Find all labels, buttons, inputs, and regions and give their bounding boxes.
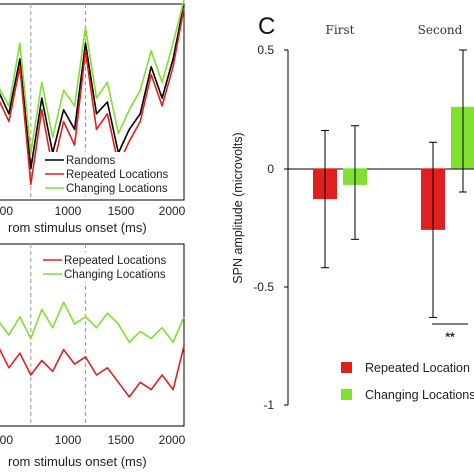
top-left-line-panel: Randoms Repeated Locations Changing Loca… — [0, 0, 186, 235]
legend-label-changing: Changing Locations — [64, 269, 166, 281]
legend-label-repeated: Repeated Location — [365, 361, 470, 375]
series-line-repeated-locations — [0, 345, 185, 398]
x-tick-label: 500 — [0, 433, 13, 447]
x-tick-label: 1500 — [108, 433, 135, 447]
top-left-x-ticks: 500 1000 1500 2000 — [0, 204, 186, 218]
legend-label-changing: Changing Locations — [365, 388, 474, 402]
bottom-left-x-axis-label: rom stimulus onset (ms) — [8, 454, 147, 469]
legend-swatch-repeated — [341, 362, 352, 373]
bottom-left-line-panel: Repeated Locations Changing Locations 50… — [0, 243, 186, 469]
top-left-x-axis-label: rom stimulus onset (ms) — [8, 220, 147, 235]
panel-c-legend: Repeated Location Changing Locations — [341, 361, 474, 402]
y-tick-label: 0 — [267, 162, 274, 176]
bottom-left-legend: Repeated Locations Changing Locations — [40, 252, 182, 282]
group-label-first: First — [326, 23, 355, 37]
legend-label-repeated: Repeated Locations — [66, 169, 169, 181]
legend-swatch-changing — [341, 389, 352, 400]
series-line-randoms — [0, 3, 185, 170]
x-tick-label: 2000 — [159, 204, 186, 218]
legend-label-randoms: Randoms — [66, 155, 115, 167]
x-tick-label: 1000 — [55, 204, 82, 218]
bottom-left-plot-frame — [0, 243, 185, 427]
bottom-left-x-ticks: 500 1000 1500 2000 — [0, 433, 186, 447]
bottom-left-legend-box — [40, 252, 182, 282]
panel-c-bar-chart: C First Second SPN amplitude (microvolts… — [231, 13, 474, 412]
y-tick-label: 0.5 — [257, 43, 274, 57]
y-tick-label: -0.5 — [253, 280, 274, 294]
y-tick-label: -1 — [263, 398, 274, 412]
group-label-second: Second — [418, 23, 463, 37]
panel-letter-c: C — [258, 13, 275, 40]
panel-c-bars — [313, 49, 474, 318]
legend-label-repeated: Repeated Locations — [64, 255, 167, 267]
panel-c-y-axis-label: SPN amplitude (microvolts) — [231, 132, 245, 283]
x-tick-label: 1000 — [55, 433, 82, 447]
panel-c-y-ticks: 0.5 0 -0.5 -1 — [253, 43, 288, 412]
x-tick-label: 2000 — [159, 433, 186, 447]
top-left-plot-frame — [0, 3, 185, 201]
bottom-left-series — [0, 301, 185, 398]
top-left-legend: Randoms Repeated Locations Changing Loca… — [40, 152, 182, 196]
significance-stars: ** — [445, 330, 455, 344]
legend-label-changing: Changing Locations — [66, 183, 168, 195]
series-line-changing-locations — [0, 301, 185, 344]
top-left-series — [0, 0, 185, 186]
series-line-repeated-locations — [0, 7, 185, 186]
x-tick-label: 1500 — [108, 204, 135, 218]
series-line-changing-locations — [0, 0, 185, 154]
x-tick-label: 500 — [0, 204, 13, 218]
